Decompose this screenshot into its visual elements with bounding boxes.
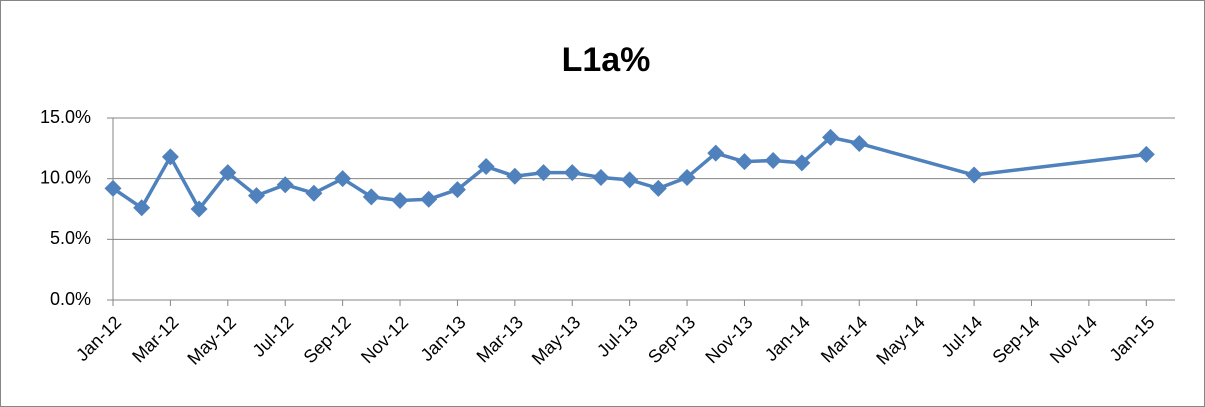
data-point bbox=[793, 154, 811, 172]
data-point bbox=[563, 164, 581, 182]
data-point bbox=[305, 184, 323, 202]
data-point bbox=[133, 199, 151, 217]
data-point bbox=[764, 151, 782, 169]
data-point bbox=[649, 179, 667, 197]
data-point bbox=[621, 171, 639, 189]
chart-title: L1a% bbox=[562, 41, 651, 79]
data-point bbox=[362, 188, 380, 206]
data-point bbox=[822, 128, 840, 146]
data-point bbox=[735, 153, 753, 171]
data-point bbox=[965, 166, 983, 184]
data-point bbox=[104, 179, 122, 197]
y-tick-label: 5.0% bbox=[50, 228, 91, 248]
data-point bbox=[678, 168, 696, 186]
y-tick-label: 10.0% bbox=[40, 167, 91, 187]
data-point bbox=[161, 148, 179, 166]
data-point bbox=[448, 181, 466, 199]
data-point bbox=[391, 192, 409, 210]
data-point bbox=[248, 187, 266, 205]
y-tick-label: 15.0% bbox=[40, 107, 91, 127]
data-point bbox=[506, 167, 524, 185]
data-point bbox=[276, 176, 294, 194]
y-tick-label: 0.0% bbox=[50, 289, 91, 309]
data-point bbox=[219, 164, 237, 182]
data-point bbox=[535, 164, 553, 182]
data-point bbox=[707, 144, 725, 162]
data-point bbox=[420, 190, 438, 208]
data-point bbox=[1137, 145, 1155, 163]
data-point bbox=[477, 158, 495, 176]
data-point bbox=[592, 168, 610, 186]
data-point bbox=[850, 134, 868, 152]
data-point bbox=[190, 200, 208, 218]
data-point bbox=[334, 170, 352, 188]
